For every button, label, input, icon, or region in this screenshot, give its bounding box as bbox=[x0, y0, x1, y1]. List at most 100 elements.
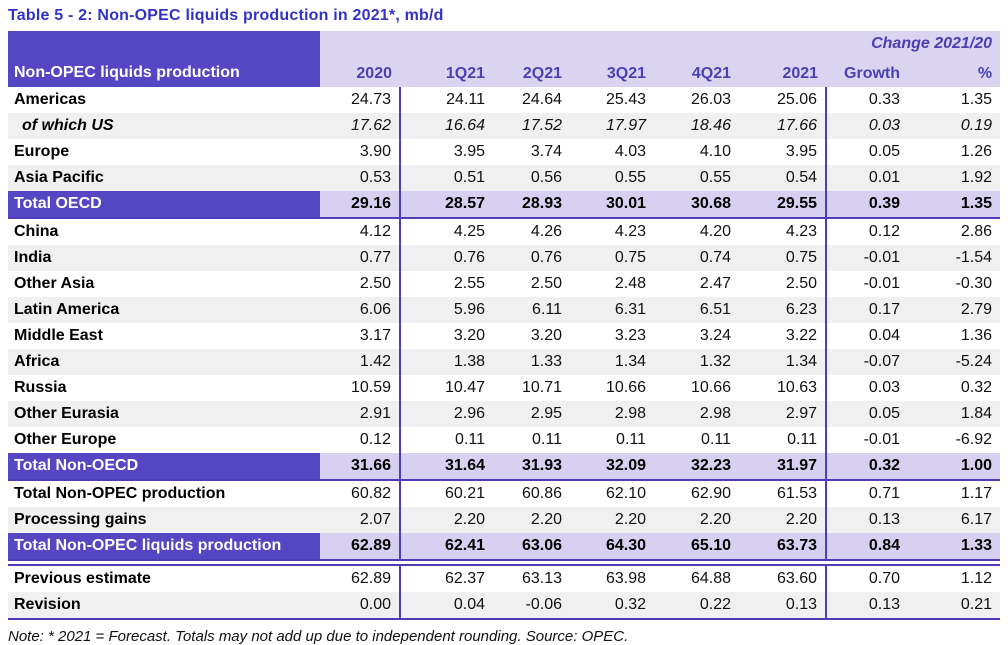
cell-value: 1.33 bbox=[908, 533, 1001, 561]
cell-value: 0.11 bbox=[701, 431, 731, 448]
cell-value: -1.54 bbox=[908, 245, 1001, 271]
table-row: Other Eurasia 2.91 2.96 2.95 2.98 2.98 2.97 0.0… bbox=[8, 401, 1001, 427]
column-header-2020: 2020 bbox=[320, 53, 400, 87]
cell-value: 3.20 bbox=[453, 327, 485, 344]
cell-value: 0.12 bbox=[320, 427, 401, 453]
cell-value: 0.11 bbox=[616, 431, 646, 448]
total-row: Total Non-OECD 31.66 31.64 31.93 32.09 32.23 3… bbox=[8, 453, 1001, 481]
cell-value: 4.23 bbox=[614, 223, 646, 240]
cell-value: 60.86 bbox=[521, 485, 562, 502]
cell-value: 0.55 bbox=[570, 165, 654, 191]
cell-value: 0.71 bbox=[868, 485, 901, 502]
cell-value: 0.51 bbox=[400, 165, 493, 191]
cell-value: 10.71 bbox=[521, 379, 562, 396]
cell-value: 2.50 bbox=[320, 271, 401, 297]
column-header-growth: Growth bbox=[826, 53, 909, 87]
cell-value: 2.86 bbox=[960, 223, 993, 240]
cell-value: 2.20 bbox=[739, 507, 828, 533]
cell-value: 2.20 bbox=[654, 507, 739, 533]
cell-value: 6.17 bbox=[908, 507, 1001, 533]
cell-value: 0.13 bbox=[826, 507, 909, 533]
cell-value: 0.19 bbox=[908, 113, 1001, 139]
cell-value: 0.32 bbox=[826, 453, 909, 481]
cell-value: 2.98 bbox=[570, 401, 654, 427]
cell-value: 17.66 bbox=[739, 113, 828, 139]
cell-value: 62.89 bbox=[320, 533, 401, 561]
cell-value: 17.52 bbox=[493, 113, 570, 139]
cell-value: 1.33 bbox=[493, 349, 570, 375]
cell-value: 63.98 bbox=[570, 564, 654, 592]
cell-value: 1.92 bbox=[908, 165, 1001, 191]
cell-value: 64.88 bbox=[654, 564, 739, 592]
cell-value: 2.96 bbox=[400, 401, 493, 427]
cell-value: 2.07 bbox=[320, 507, 401, 533]
cell-value: 61.53 bbox=[739, 480, 828, 507]
row-label: Total OECD bbox=[8, 191, 320, 219]
cell-value: 31.97 bbox=[739, 453, 828, 481]
cell-value: 2.55 bbox=[453, 275, 485, 292]
cell-value: 16.64 bbox=[400, 113, 493, 139]
cell-value: 4.12 bbox=[320, 218, 401, 245]
table-row: Latin America 6.06 5.96 6.11 6.31 6.51 6.23 0.1… bbox=[8, 297, 1001, 323]
table-row: Middle East 3.17 3.20 3.20 3.23 3.24 3.22 0.04 1… bbox=[8, 323, 1000, 349]
cell-value: 17.97 bbox=[570, 113, 654, 139]
cell-value: 0.55 bbox=[654, 165, 739, 191]
cell-value: 0.22 bbox=[654, 592, 739, 620]
table-row: Asia Pacific 0.53 0.51 0.56 0.55 0.55 0.54 0.01… bbox=[8, 165, 1001, 191]
cell-value: 6.11 bbox=[493, 297, 570, 323]
row-label: Total Non-OECD bbox=[8, 453, 320, 481]
row-label: Other Asia bbox=[14, 275, 95, 292]
cell-value: -6.92 bbox=[955, 431, 993, 448]
production-table: Non-OPEC liquids production Change 2021/… bbox=[8, 31, 1001, 620]
row-label: of which US bbox=[8, 113, 320, 139]
cell-value: 0.13 bbox=[826, 592, 909, 620]
cell-value: 31.93 bbox=[493, 453, 570, 481]
cell-value: 5.96 bbox=[400, 297, 493, 323]
cell-value: 2.79 bbox=[908, 297, 1001, 323]
cell-value: 0.33 bbox=[868, 91, 901, 108]
section-divider-cell bbox=[8, 560, 1001, 565]
cell-value: 0.77 bbox=[320, 245, 401, 271]
table-row: Previous estimate 62.89 62.37 63.13 63.98 64.… bbox=[8, 564, 1001, 592]
cell-value: 1.36 bbox=[960, 327, 993, 344]
cell-value: 28.93 bbox=[493, 191, 570, 219]
cell-value: 0.01 bbox=[826, 165, 909, 191]
cell-value: 30.68 bbox=[654, 191, 739, 219]
cell-value: 62.89 bbox=[320, 564, 401, 592]
cell-value: 26.03 bbox=[690, 91, 731, 108]
cell-value: 2.20 bbox=[400, 507, 493, 533]
cell-value: 3.90 bbox=[320, 139, 401, 165]
cell-value: 1.84 bbox=[908, 401, 1001, 427]
row-label: Revision bbox=[8, 592, 320, 620]
cell-value: 10.47 bbox=[444, 379, 485, 396]
table-header: Non-OPEC liquids production Change 2021/… bbox=[8, 31, 1001, 87]
table-row: Other Europe 0.12 0.11 0.11 0.11 0.11 0.11 -0.0… bbox=[8, 427, 1000, 453]
cell-value: 0.05 bbox=[826, 401, 909, 427]
cell-value: 63.06 bbox=[493, 533, 570, 561]
cell-value: 0.13 bbox=[739, 592, 828, 620]
cell-value: 2.50 bbox=[739, 271, 828, 297]
cell-value: 6.23 bbox=[739, 297, 828, 323]
cell-value: 25.43 bbox=[605, 91, 646, 108]
cell-value: 0.00 bbox=[320, 592, 401, 620]
cell-value: 1.38 bbox=[400, 349, 493, 375]
cell-value: 2.91 bbox=[320, 401, 401, 427]
table-row: India 0.77 0.76 0.76 0.75 0.74 0.75 -0.01 -1.54 bbox=[8, 245, 1001, 271]
row-label: Total Non-OPEC liquids production bbox=[8, 533, 320, 561]
section-divider bbox=[8, 560, 1001, 565]
row-label: Middle East bbox=[14, 327, 103, 344]
cell-value: 0.53 bbox=[320, 165, 401, 191]
change-header-label: Change 2021/20 bbox=[826, 31, 1001, 53]
row-label: Asia Pacific bbox=[8, 165, 320, 191]
cell-value: 0.11 bbox=[455, 431, 485, 448]
cell-value: 3.22 bbox=[739, 323, 828, 349]
table-row: Revision 0.00 0.04 -0.06 0.32 0.22 0.13 0.13 0.2… bbox=[8, 592, 1001, 620]
cell-value: 6.06 bbox=[320, 297, 401, 323]
cell-value: 0.84 bbox=[826, 533, 909, 561]
table-row: Europe 3.90 3.95 3.74 4.03 4.10 3.95 0.05 1.26 bbox=[8, 139, 1000, 165]
cell-value: 4.23 bbox=[739, 218, 828, 245]
cell-value: 0.03 bbox=[826, 113, 909, 139]
cell-value: 24.11 bbox=[446, 91, 485, 108]
row-label: Europe bbox=[14, 143, 70, 160]
